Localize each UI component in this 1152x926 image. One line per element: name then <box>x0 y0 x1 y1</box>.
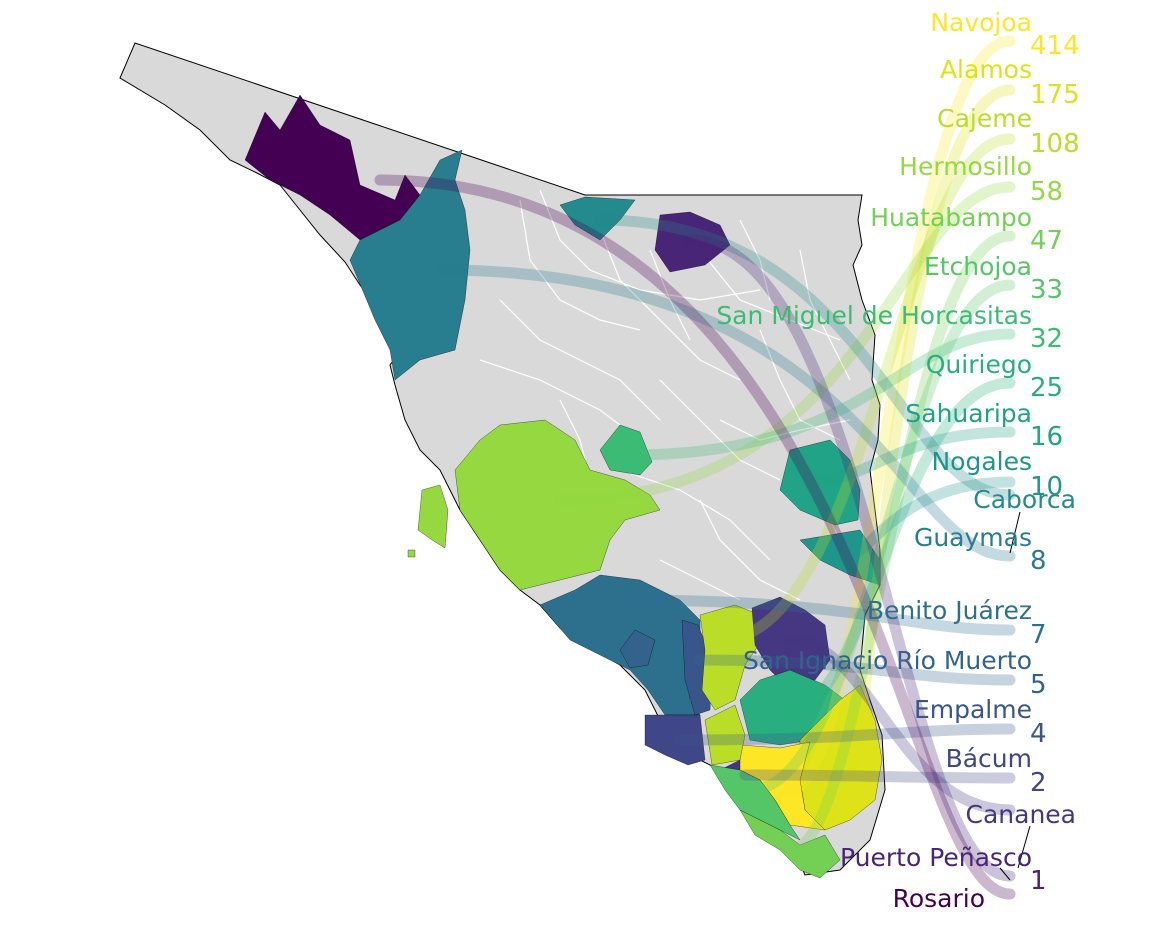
ribbon-nogales <box>844 476 1016 561</box>
label-tick <box>1017 825 1031 869</box>
label-tick <box>1009 511 1021 554</box>
ribbon-huatabampo <box>784 230 1016 856</box>
label-navojoa: Navojoa <box>930 8 1032 37</box>
label-empalme: Empalme <box>914 695 1032 724</box>
label-caborca: Caborca <box>973 485 1076 514</box>
value-san-ignacio-rio-muerto: 5 <box>1030 670 1047 700</box>
value-benito-juarez: 7 <box>1030 620 1047 650</box>
ribbon-alamos <box>844 84 1016 776</box>
label-quiriego: Quiriego <box>926 350 1032 379</box>
region-guaymas <box>349 149 471 381</box>
ribbon-rosario <box>374 174 1016 900</box>
ribbon-san-ignacio-r-o-muerto <box>694 654 1016 686</box>
label-san-miguel-de-horcasitas: San Miguel de Horcasitas <box>716 301 1032 330</box>
region-island <box>417 484 449 549</box>
ribbon-benito-ju-rez <box>614 594 1016 636</box>
label-sahuaripa: Sahuaripa <box>905 399 1032 428</box>
region-cajeme-2 <box>704 704 746 766</box>
value-guaymas: 8 <box>1030 546 1047 576</box>
region-nogales <box>799 529 881 586</box>
value-navojoa: 414 <box>1030 31 1080 61</box>
label-puerto-penasco: Puerto Peñasco <box>840 843 1032 872</box>
value-cajeme: 108 <box>1030 129 1080 159</box>
legend-labels: Navojoa414Alamos175Cajeme108Hermosillo58… <box>716 8 1079 913</box>
label-cananea: Cananea <box>966 800 1077 829</box>
ribbon-empalme <box>674 723 1016 746</box>
label-etchojoa: Etchojoa <box>924 252 1032 281</box>
region-islet <box>407 549 416 558</box>
value-san-miguel-de-horcasitas: 32 <box>1030 324 1063 354</box>
label-ticks <box>999 511 1031 881</box>
region-cananea <box>751 596 831 691</box>
value-alamos: 175 <box>1030 80 1080 110</box>
ribbon-san-miguel-de-horcasitas <box>624 328 1016 461</box>
value-sahuaripa: 16 <box>1030 422 1063 452</box>
region-cajeme <box>699 604 763 711</box>
label-alamos: Alamos <box>940 55 1032 84</box>
region-sahuaripa <box>779 439 861 526</box>
value-hermosillo: 58 <box>1030 177 1063 207</box>
ribbon-cajeme <box>714 133 1016 646</box>
label-nogales: Nogales <box>931 447 1032 476</box>
municipality-regions <box>244 94 883 879</box>
region-sirm <box>619 629 656 669</box>
region-san-miguel <box>599 424 653 476</box>
value-quiriego: 25 <box>1030 373 1063 403</box>
region-rosario <box>244 94 421 241</box>
ribbon-sahuaripa <box>814 426 1016 486</box>
value-huatabampo: 47 <box>1030 226 1063 256</box>
ribbon-caborca <box>594 214 1016 501</box>
ribbon-hermosillo <box>554 181 1016 506</box>
label-rosario: Rosario <box>893 884 985 913</box>
label-huatabampo: Huatabampo <box>870 203 1032 232</box>
ribbon-navojoa <box>784 35 1016 796</box>
ribbon-guaymas <box>434 264 1016 562</box>
value-etchojoa: 33 <box>1030 275 1063 305</box>
label-tick <box>999 867 1011 881</box>
municipal-borders <box>479 189 861 601</box>
region-huatabampo <box>739 809 841 879</box>
label-san-ignacio-rio-muerto: San Ignacio Río Muerto <box>743 646 1032 675</box>
region-puerto-penasco <box>654 211 731 273</box>
value-bacum: 2 <box>1030 768 1047 798</box>
ribbon-b-cum <box>739 769 1016 784</box>
ribbon-cananea <box>784 634 1016 816</box>
region-etchojoa <box>709 764 801 841</box>
region-hermosillo <box>454 419 661 591</box>
region-empalme <box>644 714 706 766</box>
label-cajeme: Cajeme <box>937 104 1032 133</box>
ribbon-etchojoa <box>744 279 1016 796</box>
label-benito-juarez: Benito Juárez <box>867 596 1032 625</box>
value-empalme: 4 <box>1030 719 1047 749</box>
label-bacum: Bácum <box>946 744 1032 773</box>
ribbon-puerto-pe-asco <box>684 234 1016 882</box>
label-hermosillo: Hermosillo <box>899 152 1032 181</box>
ribbon-quiriego <box>784 377 1016 716</box>
connector-ribbons <box>374 35 1016 900</box>
region-caborca <box>559 196 636 241</box>
value-nogales: 10 <box>1030 472 1063 502</box>
label-guaymas: Guaymas <box>914 523 1032 552</box>
value-puerto-penasco: 1 <box>1030 866 1047 896</box>
